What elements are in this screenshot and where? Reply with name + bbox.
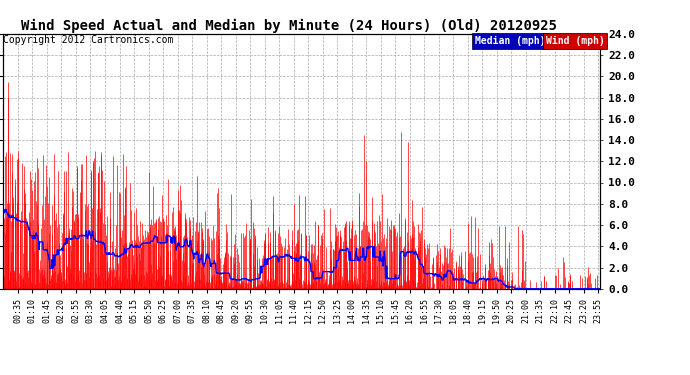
Text: Copyright 2012 Cartronics.com: Copyright 2012 Cartronics.com [3, 35, 174, 45]
Text: Wind (mph): Wind (mph) [546, 36, 604, 46]
Text: Median (mph): Median (mph) [475, 36, 545, 46]
Text: Wind Speed Actual and Median by Minute (24 Hours) (Old) 20120925: Wind Speed Actual and Median by Minute (… [21, 18, 558, 33]
